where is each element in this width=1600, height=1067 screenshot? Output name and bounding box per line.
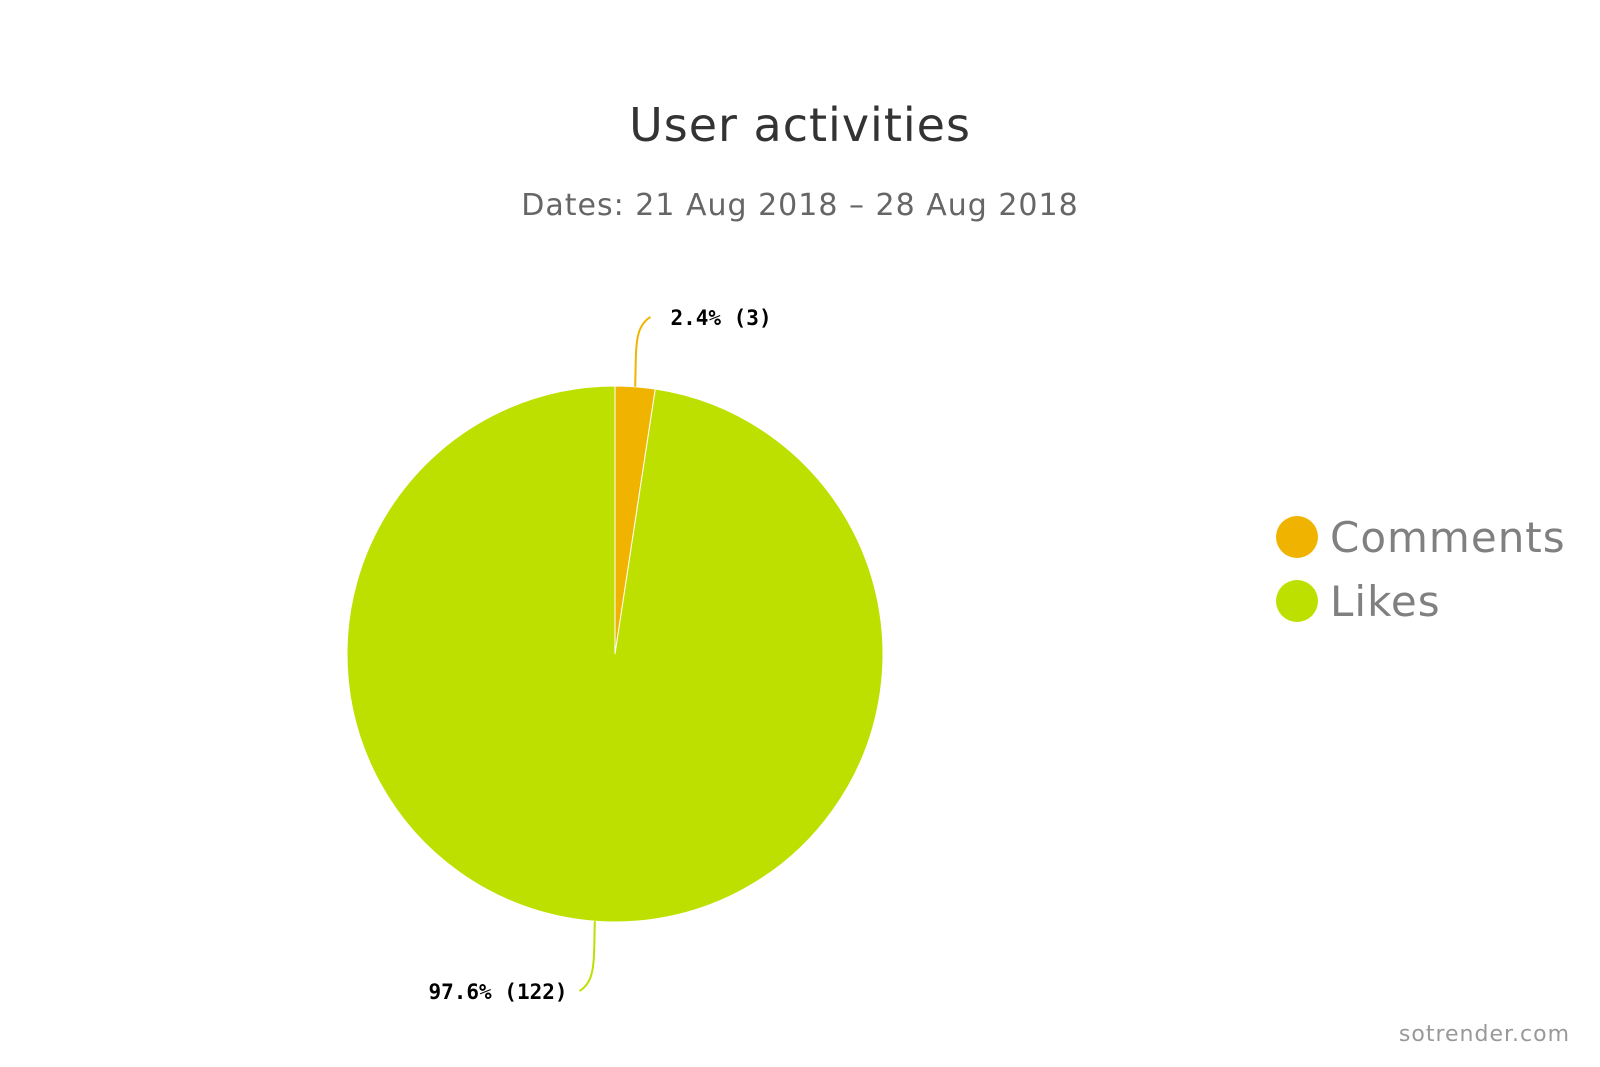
legend-item-likes[interactable]: Likes [1276,569,1566,633]
pie-slice-likes[interactable] [346,385,884,923]
chart-title: User activities [629,98,971,152]
legend: Comments Likes [1276,505,1566,633]
legend-label-comments: Comments [1330,512,1566,562]
legend-item-comments[interactable]: Comments [1276,505,1566,569]
data-label-comments: 2.4% (3) [670,306,771,330]
legend-swatch-comments [1276,516,1318,558]
watermark: sotrender.com [1398,1022,1570,1047]
legend-label-likes: Likes [1330,576,1441,626]
connector-likes [578,921,596,992]
legend-swatch-likes [1276,580,1318,622]
connector-comments [634,316,652,387]
data-label-likes: 97.6% (122) [428,980,567,1004]
chart-subtitle: Dates: 21 Aug 2018 – 28 Aug 2018 [521,188,1079,223]
